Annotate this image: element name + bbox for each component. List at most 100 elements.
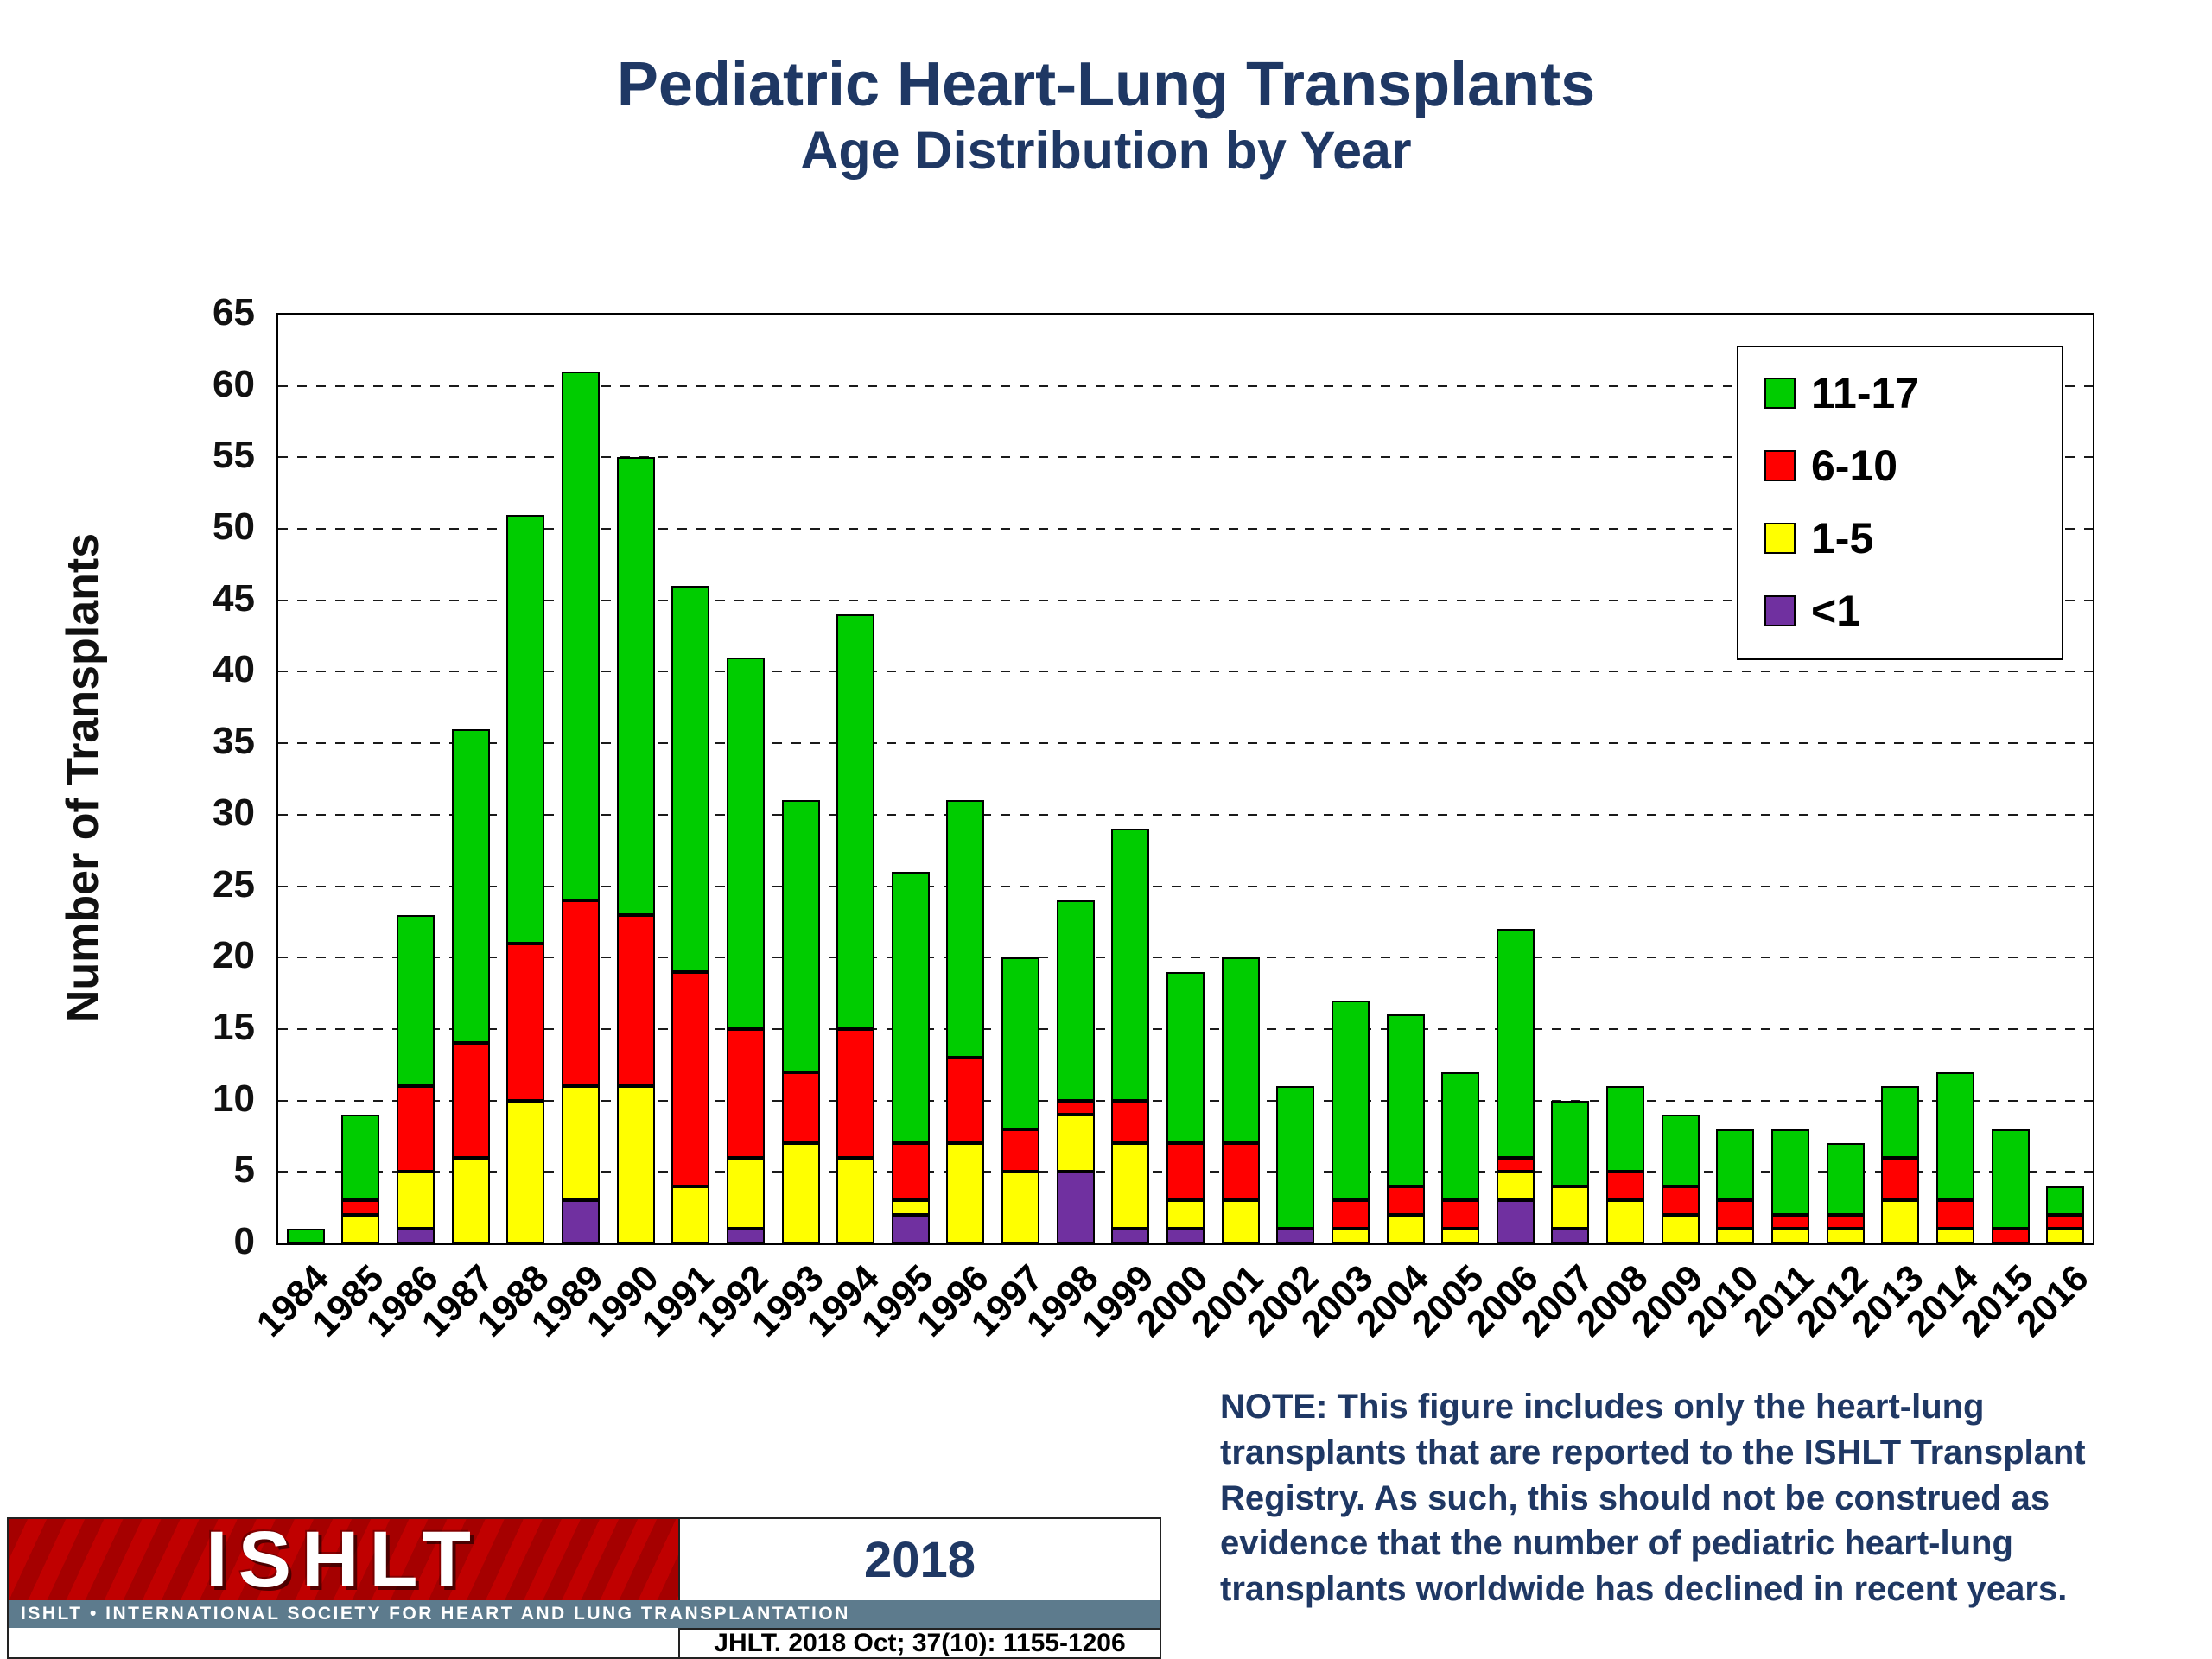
chart-title-line2: Age Distribution by Year xyxy=(800,120,1412,180)
bar-segment-age-15 xyxy=(1496,1172,1535,1201)
bar-segment-age-15 xyxy=(891,1200,930,1215)
bar-segment-age-1117 xyxy=(286,1229,325,1243)
bar-segment-age-1117 xyxy=(341,1115,380,1201)
footer-year: 2018 xyxy=(678,1519,1160,1600)
y-axis-title: Number of Transplants xyxy=(58,532,108,1023)
bar-segment-age-15 xyxy=(1936,1229,1974,1243)
bar-segment-age-15 xyxy=(946,1143,985,1243)
bar-segment-age-610 xyxy=(1661,1185,1700,1215)
bar-segment-age-15 xyxy=(1441,1229,1480,1243)
bar-segment-age-610 xyxy=(1936,1200,1974,1230)
bar-segment-age-610 xyxy=(1056,1100,1095,1116)
bar-segment-age-610 xyxy=(1881,1157,1920,1201)
bar-segment-age-1117 xyxy=(671,586,710,972)
bar-segment-age-610 xyxy=(1496,1157,1535,1173)
bar-segment-age-610 xyxy=(1221,1143,1260,1201)
bar-segment-age-610 xyxy=(781,1071,820,1144)
bar-segment-age-1 xyxy=(891,1214,930,1243)
bar-segment-age-1117 xyxy=(2046,1185,2085,1215)
y-tick-label: 40 xyxy=(213,648,255,691)
bar-segment-age-1117 xyxy=(1386,1014,1425,1186)
gridline xyxy=(278,385,2093,387)
bar-segment-age-1117 xyxy=(616,457,655,915)
bar-segment-age-1117 xyxy=(506,514,545,944)
bar-segment-age-610 xyxy=(1386,1185,1425,1215)
bar-segment-age-1117 xyxy=(836,614,875,1029)
bar-segment-age-1117 xyxy=(1661,1115,1700,1186)
bar-segment-age-1 xyxy=(1551,1229,1590,1243)
bar-segment-age-15 xyxy=(397,1172,435,1230)
bar-segment-age-610 xyxy=(1606,1172,1645,1201)
legend-item: 11-17 xyxy=(1764,372,2039,415)
bar-segment-age-1117 xyxy=(781,800,820,1072)
plot-area: 11-17 6-10 1-5 <1 xyxy=(276,313,2094,1245)
legend-item: <1 xyxy=(1764,589,2039,632)
bar-segment-age-15 xyxy=(1386,1214,1425,1243)
footer-citation: JHLT. 2018 Oct; 37(10): 1155-1206 xyxy=(678,1628,1160,1657)
y-tick-label: 10 xyxy=(213,1077,255,1120)
bar-segment-age-1 xyxy=(1166,1229,1205,1243)
bar-segment-age-1 xyxy=(1056,1172,1095,1243)
legend-label: 1-5 xyxy=(1811,514,1874,563)
legend-label: <1 xyxy=(1811,587,1861,635)
bar-segment-age-610 xyxy=(2046,1214,2085,1230)
bar-segment-age-610 xyxy=(726,1028,765,1158)
y-tick-label: 55 xyxy=(213,434,255,477)
bar-segment-age-610 xyxy=(1331,1200,1370,1230)
bar-segment-age-610 xyxy=(397,1086,435,1173)
gridline xyxy=(278,528,2093,531)
gridline xyxy=(278,957,2093,959)
bar-segment-age-610 xyxy=(1111,1100,1150,1144)
bar-segment-age-15 xyxy=(616,1086,655,1243)
bar-segment-age-1117 xyxy=(1881,1086,1920,1158)
bar-segment-age-610 xyxy=(341,1200,380,1215)
bar-segment-age-610 xyxy=(1441,1200,1480,1230)
gridline xyxy=(278,742,2093,745)
bar-segment-age-610 xyxy=(1001,1128,1040,1173)
y-tick-label: 50 xyxy=(213,505,255,549)
bar-segment-age-1117 xyxy=(946,800,985,1058)
bar-segment-age-15 xyxy=(1881,1200,1920,1243)
bar-segment-age-1117 xyxy=(891,872,930,1144)
legend-swatch xyxy=(1764,450,1796,481)
bar-segment-age-1117 xyxy=(1056,900,1095,1101)
bar-segment-age-15 xyxy=(1221,1200,1260,1243)
y-tick-label: 30 xyxy=(213,791,255,834)
bar-segment-age-1117 xyxy=(1606,1086,1645,1173)
bar-segment-age-610 xyxy=(671,971,710,1186)
legend-swatch xyxy=(1764,378,1796,409)
y-tick-label: 5 xyxy=(233,1148,255,1192)
y-tick-label: 20 xyxy=(213,934,255,977)
bar-segment-age-15 xyxy=(1001,1172,1040,1243)
bar-segment-age-610 xyxy=(946,1058,985,1144)
bar-segment-age-15 xyxy=(1111,1143,1150,1230)
bar-segment-age-15 xyxy=(562,1086,600,1201)
legend-swatch xyxy=(1764,595,1796,626)
bar-segment-age-15 xyxy=(1826,1229,1865,1243)
bar-segment-age-610 xyxy=(1991,1229,2030,1243)
chart-title-line1: Pediatric Heart-Lung Transplants xyxy=(616,50,1596,119)
bar-segment-age-610 xyxy=(891,1143,930,1201)
gridline xyxy=(278,671,2093,673)
y-tick-label: 0 xyxy=(233,1220,255,1262)
footer-banner: ISHLT • INTERNATIONAL SOCIETY FOR HEART … xyxy=(9,1600,1160,1628)
bar-segment-age-1117 xyxy=(1936,1071,1974,1201)
chart-title: Pediatric Heart-Lung Transplants Age Dis… xyxy=(0,50,2212,181)
bar-segment-age-15 xyxy=(2046,1229,2085,1243)
bar-segment-age-1117 xyxy=(726,657,765,1029)
bar-segment-age-610 xyxy=(1166,1143,1205,1201)
bar-segment-age-1117 xyxy=(1551,1100,1590,1186)
bar-segment-age-610 xyxy=(1771,1214,1809,1230)
gridline xyxy=(278,885,2093,887)
bar-segment-age-610 xyxy=(616,914,655,1087)
gridline xyxy=(278,599,2093,601)
bar-segment-age-1 xyxy=(726,1229,765,1243)
y-tick-label: 60 xyxy=(213,362,255,405)
bar-segment-age-610 xyxy=(562,900,600,1087)
bar-segment-age-15 xyxy=(671,1185,710,1243)
bar-segment-age-15 xyxy=(781,1143,820,1243)
y-tick-label: 35 xyxy=(213,720,255,763)
x-axis-labels: 1984 1985 1986 1987 1988 1989 1990 1991 1992 1993… xyxy=(249,1249,2096,1378)
bar-segment-age-1 xyxy=(1111,1229,1150,1243)
ishlt-logo-text: ISHLT xyxy=(206,1519,481,1600)
